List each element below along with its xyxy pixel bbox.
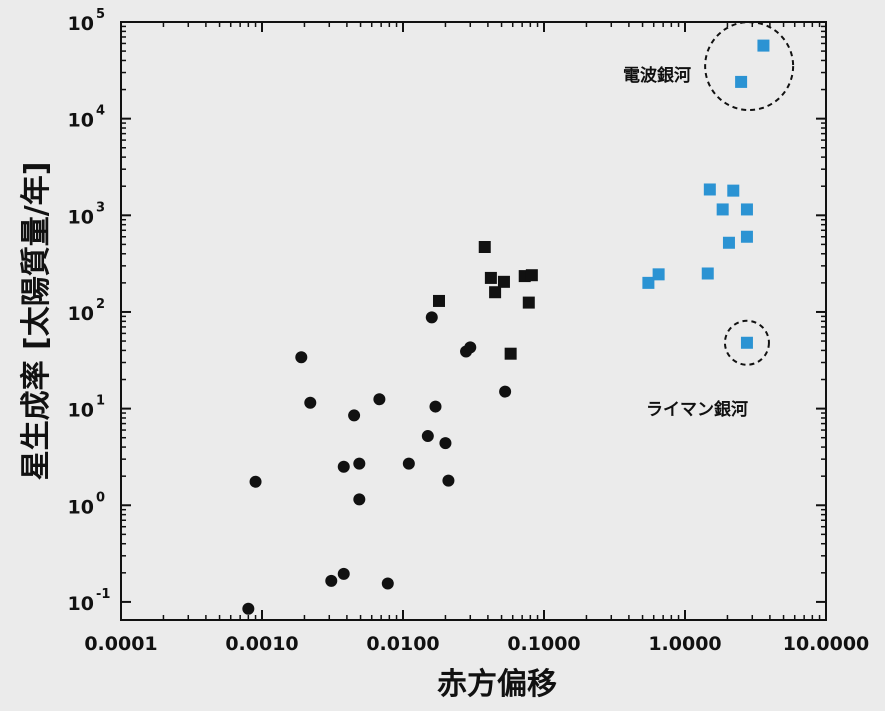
x-tick-label: 0.0001 [84,633,157,655]
y-tick-label: 10 [68,303,94,325]
data-point-blue-square [735,75,748,88]
data-point-blue-square [727,184,740,197]
data-point-blue-square [642,276,655,289]
data-point-blue-square [722,236,735,249]
data-point-circle [464,341,477,354]
radio-galaxy-circle [704,21,795,112]
data-point-square [497,275,510,288]
plot-frame [120,21,827,621]
data-point-blue-square [740,230,753,243]
data-point-circle [304,396,317,409]
radio-galaxy-label: 電波銀河 [623,65,691,86]
data-point-circle [439,437,452,450]
axis-labels: 赤方偏移 星生成率 [太陽質量/年] [19,162,557,702]
data-point-square [432,294,445,307]
data-points [242,39,770,615]
y-tick-exponent: 4 [96,104,105,119]
data-point-circle [353,457,366,470]
x-tick-label: 1.0000 [648,633,721,655]
y-axis-label: 星生成率 [太陽質量/年] [19,162,54,481]
data-point-blue-square [652,268,665,281]
data-point-circle [421,430,434,443]
data-point-circle [402,457,415,470]
x-tick-label: 10.0000 [783,633,870,655]
y-tick-label: 10 [68,110,94,132]
data-point-circle [348,409,361,422]
y-tick-label: 10 [68,593,94,615]
x-tick-label: 0.0010 [225,633,298,655]
data-point-square [522,296,535,309]
x-axis-ticks: 0.0001 0.0010 0.0100 0.1000 1.0000 10.0000 [84,22,869,655]
data-point-square [525,269,538,282]
data-point-blue-square [740,203,753,216]
data-point-blue-square [740,336,753,349]
y-tick-label: 10 [68,496,94,518]
y-tick-label: 10 [68,400,94,422]
data-point-circle [242,602,255,615]
data-point-square [504,347,517,360]
data-point-circle [325,574,338,587]
data-point-blue-square [703,183,716,196]
data-point-circle [429,400,442,413]
y-tick-exponent: -1 [96,587,110,602]
data-point-blue-square [757,39,770,52]
data-point-square [484,271,497,284]
lyman-galaxy-circle [723,319,770,366]
plot-area [120,21,827,621]
x-tick-label: 0.1000 [507,633,580,655]
data-point-blue-square [701,267,714,280]
data-point-circle [295,351,308,364]
data-point-circle [499,385,512,398]
data-point-blue-square [716,203,729,216]
y-tick-exponent: 3 [96,200,105,215]
data-point-circle [249,475,262,488]
data-point-circle [425,311,438,324]
y-tick-exponent: 0 [96,490,105,505]
x-tick-label: 0.0100 [366,633,439,655]
y-tick-label: 10 [68,206,94,228]
data-point-circle [381,577,394,590]
data-point-circle [353,493,366,506]
y-tick-label: 10 [68,13,94,35]
data-point-circle [373,393,386,406]
data-point-circle [337,567,350,580]
data-point-square [478,240,491,253]
data-point-square [489,286,502,299]
data-point-circle [337,460,350,473]
data-point-circle [442,474,455,487]
y-tick-exponent: 1 [96,394,105,409]
y-tick-exponent: 2 [96,297,105,312]
lyman-galaxy-label: ライマン銀河 [646,399,748,420]
y-tick-exponent: 5 [96,7,105,22]
x-axis-label: 赤方偏移 [437,667,557,702]
